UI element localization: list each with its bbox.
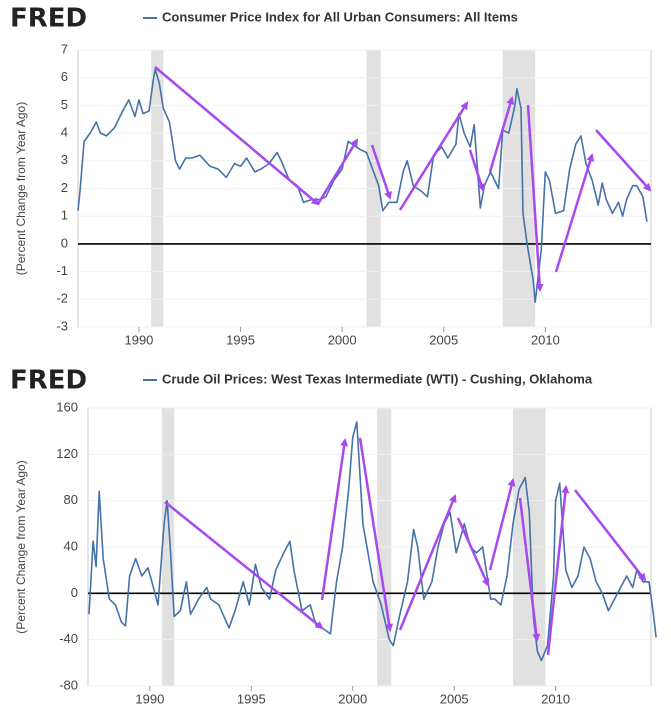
arrow [456,517,490,587]
y-tick-label: 0 [61,235,68,250]
x-tick-label: 1995 [237,691,266,706]
arrow [370,144,392,200]
x-tick-label: 2000 [338,691,367,706]
y-tick-label: 6 [61,69,68,84]
chart-panel: FRED Crude Oil Prices: West Texas Interme… [10,366,657,706]
x-tick-label: 2010 [531,332,560,347]
x-tick-label: 2010 [541,691,570,706]
arrow [526,104,544,292]
y-tick-label: 3 [61,152,68,167]
x-tick-label: 2005 [429,332,458,347]
arrow [518,497,541,642]
data-line [88,421,657,662]
y-axis-label: (Percent Change from Year Ago) [14,102,28,275]
x-tick-label: 2000 [328,332,357,347]
x-tick-label: 2005 [440,691,469,706]
y-tick-label: -2 [56,291,68,306]
chart-panel: FRED Consumer Price Index for All Urban C… [10,4,652,347]
panels: FRED Consumer Price Index for All Urban C… [10,4,657,706]
arrow [595,129,652,192]
legend: Crude Oil Prices: West Texas Intermediat… [143,371,593,386]
arrow [398,494,457,631]
legend: Consumer Price Index for All Urban Consu… [143,9,518,24]
annotation-arrows [154,66,652,656]
arrow [574,489,647,582]
arrow [154,66,320,206]
y-tick-label: 1 [61,208,68,223]
y-tick-label: 4 [61,125,68,140]
logo: FRED [10,366,87,396]
legend-label: Crude Oil Prices: West Texas Intermediat… [162,371,593,386]
arrow [316,138,359,205]
legend-label: Consumer Price Index for All Urban Consu… [162,9,518,24]
x-tick-label: 1990 [124,332,153,347]
y-tick-label: 2 [61,180,68,195]
x-tick-label: 1995 [226,332,255,347]
arrow [468,149,485,192]
data-line [77,68,648,303]
y-tick-label: 0 [71,585,78,600]
arrow [546,485,570,656]
logo: FRED [10,4,87,34]
y-tick-label: -1 [56,263,68,278]
arrow [358,437,394,632]
x-tick-label: 1990 [135,691,164,706]
arrow [320,438,349,601]
arrow [164,501,324,630]
y-tick-label: -40 [59,631,78,646]
y-tick-label: -3 [56,318,68,333]
y-tick-label: 80 [64,492,78,507]
y-tick-label: 160 [56,399,78,414]
y-tick-label: 7 [61,41,68,56]
arrow [488,478,516,571]
y-tick-label: 5 [61,97,68,112]
arrow [554,153,595,273]
y-axis-label: (Percent Change from Year Ago) [14,460,28,633]
y-tick-label: -80 [59,677,78,692]
y-tick-label: 40 [64,538,78,553]
y-tick-label: 120 [56,446,78,461]
arrow [398,101,469,211]
arrow [488,96,515,173]
